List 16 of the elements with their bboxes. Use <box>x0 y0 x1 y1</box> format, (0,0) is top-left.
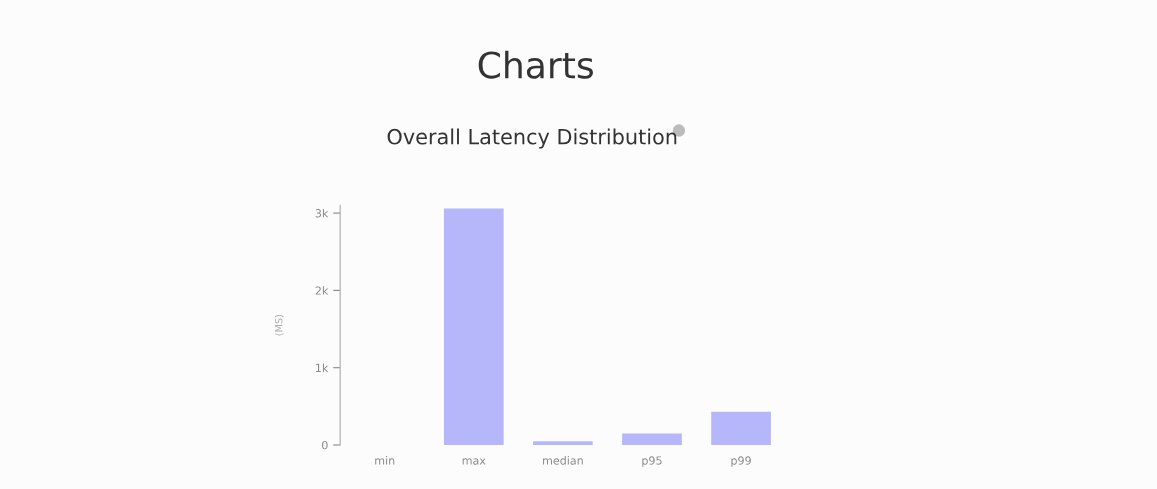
chart-subtitle: Overall Latency Distribution <box>387 128 677 149</box>
x-tick-label: min <box>375 456 395 465</box>
chart-title: Charts <box>478 50 593 79</box>
bar <box>533 441 593 445</box>
y-tick-label: 2k <box>315 286 329 295</box>
y-tick-label: 1k <box>316 363 329 372</box>
x-tick-label: p95 <box>642 456 662 467</box>
x-tick-label: p99 <box>731 456 751 467</box>
bar <box>711 411 771 445</box>
y-tick-label: 0 <box>322 440 328 450</box>
y-tick-label: 3k <box>315 208 329 218</box>
bar <box>443 208 504 445</box>
y-axis-title: (MS) <box>274 314 284 336</box>
x-tick-label: median <box>543 456 583 465</box>
x-tick-label: max <box>462 458 486 465</box>
bar <box>622 433 682 445</box>
